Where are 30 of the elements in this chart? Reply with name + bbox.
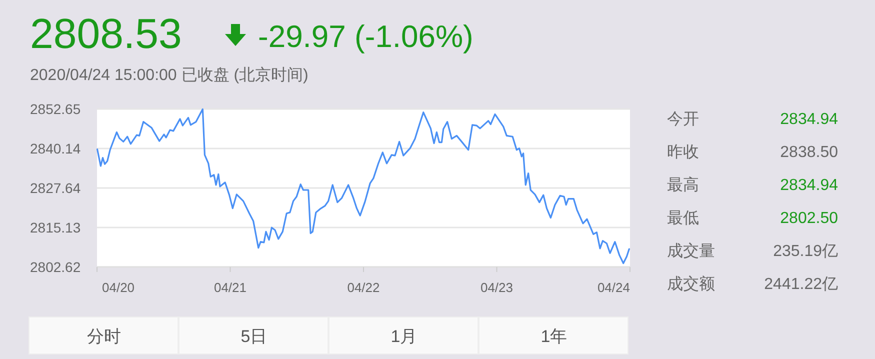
x-tick-label: 04/23 xyxy=(480,280,514,295)
text: 1年 xyxy=(540,327,568,346)
text: 昨收 xyxy=(667,144,699,161)
x-tick-label: 04/24 xyxy=(597,280,630,295)
text: 2441.22亿 xyxy=(764,276,838,293)
x-tick-label: 04/21 xyxy=(214,280,247,295)
chart-subtitle: 2020/04/24 15:00:00 已收盘 (北京时间) xyxy=(30,66,308,84)
text: 2838.50 xyxy=(780,144,838,161)
x-tick-label: 04/20 xyxy=(102,280,135,295)
text: 最低 xyxy=(667,210,699,227)
x-tick-label: 04/22 xyxy=(347,280,380,295)
text: 成交量 xyxy=(667,242,715,260)
text: 分时 xyxy=(87,327,121,346)
text: -29.97 (-1.06%) xyxy=(258,19,474,54)
text: 今开 xyxy=(667,111,699,128)
y-tick-label: 2852.65 xyxy=(30,101,81,117)
y-tick-label: 2815.13 xyxy=(30,219,81,236)
text: 最高 xyxy=(667,176,699,194)
text: 235.19亿 xyxy=(773,243,838,260)
text: 成交额 xyxy=(667,275,715,293)
y-tick-label: 2840.14 xyxy=(30,140,81,157)
chart-title: 2808.53 xyxy=(30,10,182,57)
text: 2802.50 xyxy=(780,210,838,227)
y-tick-label: 2802.62 xyxy=(30,259,81,275)
text: 5日 xyxy=(240,327,268,346)
y-tick-label: 2827.64 xyxy=(30,180,81,196)
text: 1月 xyxy=(390,327,418,346)
line-series xyxy=(96,108,630,264)
text: 2834.94 xyxy=(780,111,838,128)
text: 2834.94 xyxy=(780,177,838,194)
